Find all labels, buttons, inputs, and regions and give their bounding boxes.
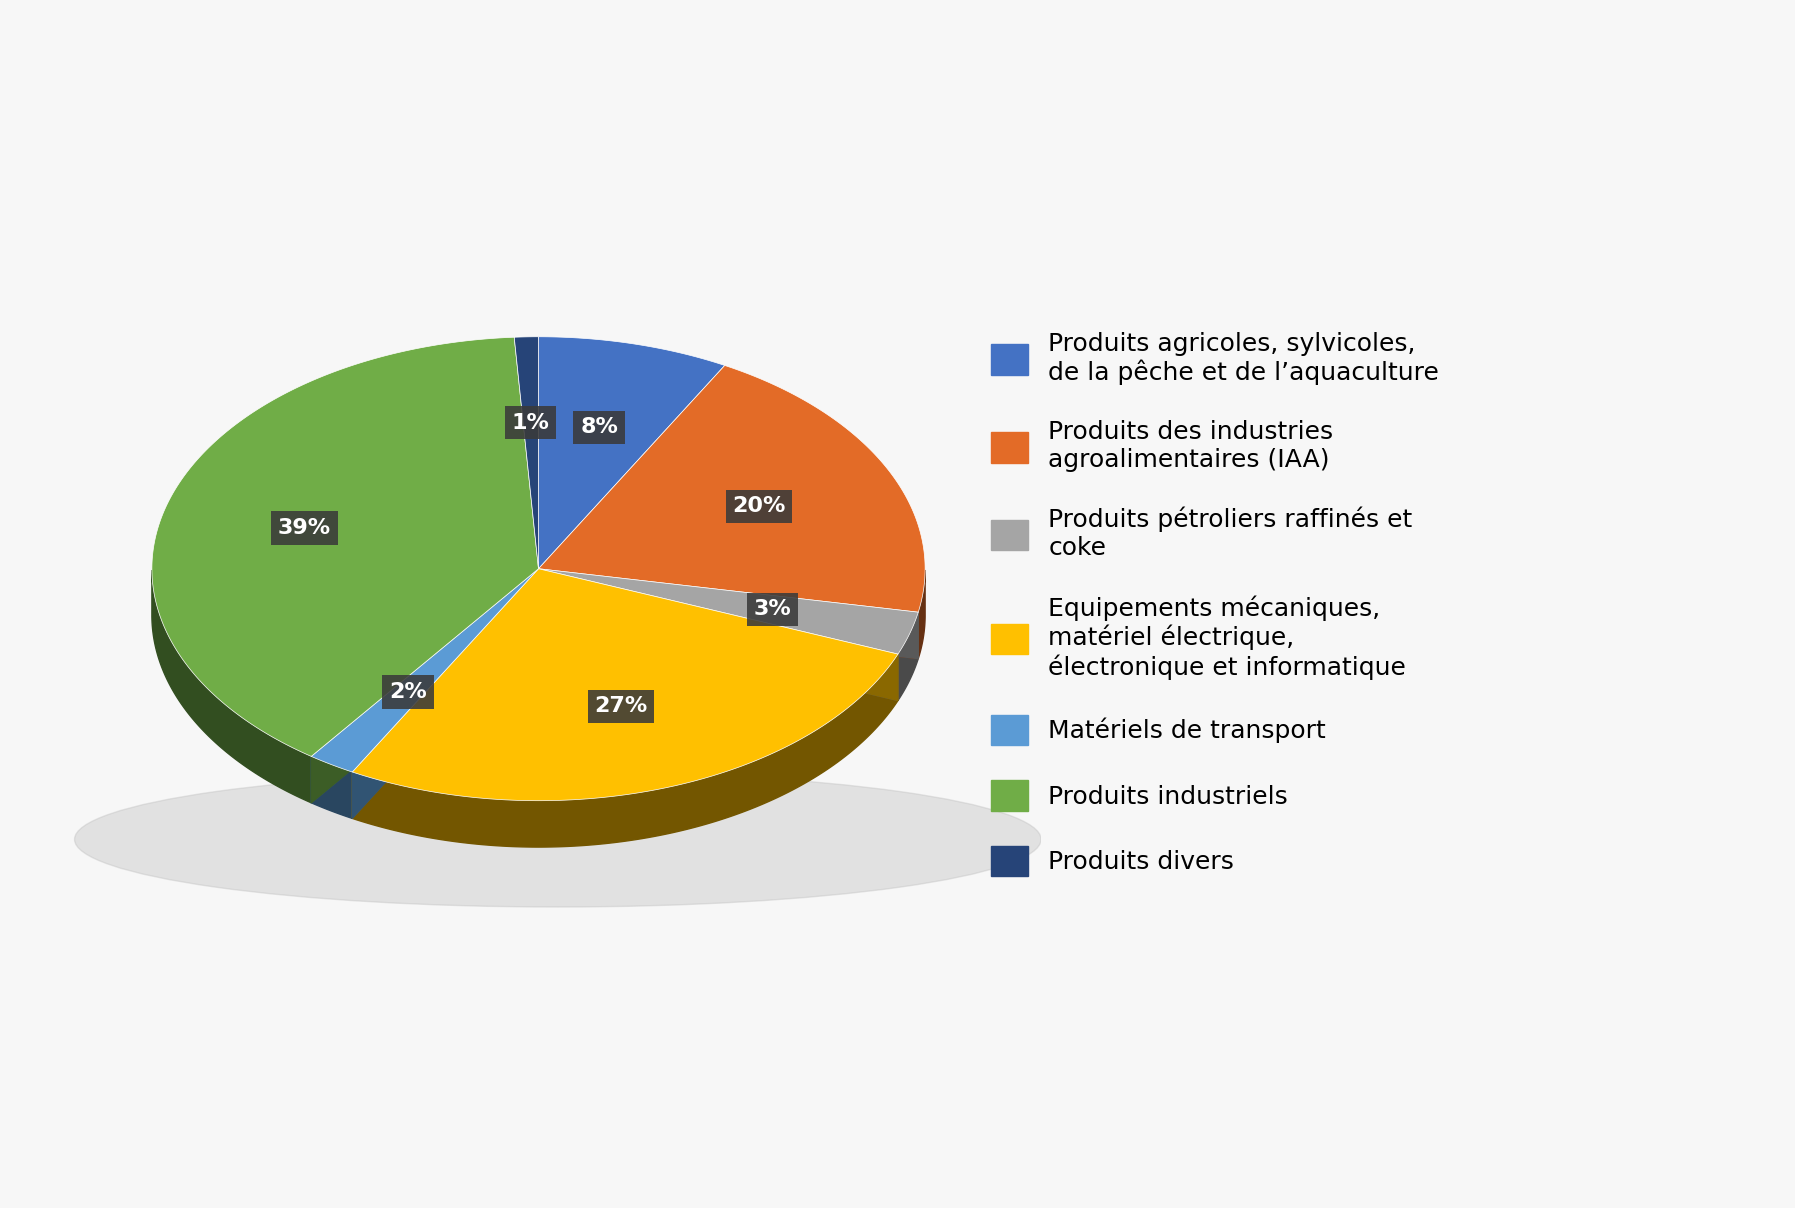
Polygon shape [538,569,919,658]
Polygon shape [311,569,538,803]
Polygon shape [311,569,538,772]
Polygon shape [153,337,538,756]
Polygon shape [538,569,919,658]
Polygon shape [538,366,924,612]
Polygon shape [513,337,538,569]
Polygon shape [153,570,311,803]
Text: 27%: 27% [594,696,648,716]
Polygon shape [919,570,924,658]
Polygon shape [311,569,538,803]
Polygon shape [538,569,919,654]
Text: 2%: 2% [390,683,427,702]
Polygon shape [352,569,538,818]
Text: 1%: 1% [512,413,549,432]
Polygon shape [538,337,725,569]
Polygon shape [538,569,898,701]
Ellipse shape [75,772,1041,907]
Text: 20%: 20% [732,496,786,517]
Polygon shape [352,569,538,818]
Polygon shape [311,756,352,818]
Legend: Produits agricoles, sylvicoles,
de la pêche et de l’aquaculture, Produits des in: Produits agricoles, sylvicoles, de la pê… [980,321,1449,887]
Text: 39%: 39% [278,518,330,538]
Text: 3%: 3% [754,599,792,620]
Polygon shape [898,612,919,701]
Polygon shape [352,569,898,801]
Polygon shape [352,654,898,847]
Text: 8%: 8% [580,417,617,437]
Polygon shape [538,569,898,701]
